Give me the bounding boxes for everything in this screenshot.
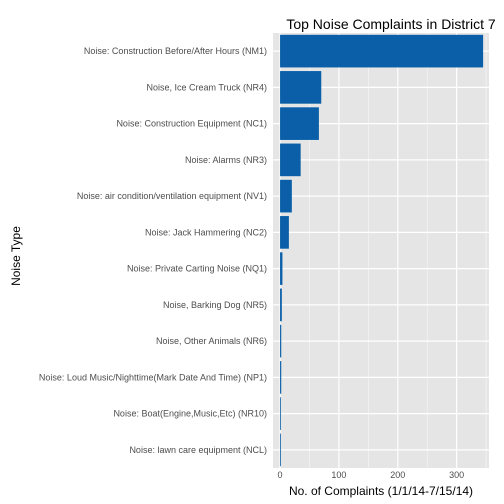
- y-tick-label: Noise: air condition/ventilation equipme…: [77, 191, 267, 201]
- bar: [280, 71, 322, 104]
- y-tick-label: Noise: Loud Music/Nighttime(Mark Date An…: [39, 372, 267, 382]
- x-tick-label: 100: [331, 470, 346, 480]
- y-tick-label: Noise: Private Carting Noise (NQ1): [127, 264, 267, 274]
- plot-panel: [273, 33, 489, 468]
- y-tick-labels: Noise: Construction Before/After Hours (…: [39, 46, 267, 455]
- bar: [280, 34, 484, 68]
- bar: [280, 288, 282, 322]
- y-axis-title: Noise Type: [9, 226, 23, 286]
- y-tick-label: Noise: Boat(Engine,Music,Etc) (NR10): [113, 409, 267, 419]
- x-tick-label: 0: [278, 470, 283, 480]
- y-tick-label: Noise, Barking Dog (NR5): [163, 300, 267, 310]
- y-tick-label: Noise: Alarms (NR3): [185, 155, 267, 165]
- bar: [280, 216, 289, 249]
- bar: [280, 143, 301, 177]
- bars: [280, 34, 484, 467]
- bar: [280, 179, 292, 213]
- x-tick-labels: 0 100 200 300: [278, 470, 465, 480]
- x-tick-label: 200: [390, 470, 405, 480]
- bar: [280, 433, 281, 467]
- y-tick-label: Noise: Construction Before/After Hours (…: [84, 46, 267, 56]
- y-tick-label: Noise: Jack Hammering (NC2): [145, 227, 267, 237]
- chart-title: Top Noise Complaints in District 7: [286, 16, 496, 32]
- bar: [280, 361, 282, 394]
- y-tick-label: Noise, Ice Cream Truck (NR4): [146, 82, 267, 92]
- y-tick-label: Noise: Construction Equipment (NC1): [116, 119, 267, 129]
- bar: [280, 252, 283, 285]
- x-axis-title: No. of Complaints (1/1/14-7/15/14): [289, 484, 473, 498]
- bar: [280, 107, 319, 140]
- bar: [280, 397, 281, 430]
- x-tick-label: 300: [449, 470, 464, 480]
- y-tick-label: Noise: lawn care equipment (NCL): [129, 445, 267, 455]
- bar: [280, 324, 282, 358]
- y-tick-label: Noise, Other Animals (NR6): [156, 336, 267, 346]
